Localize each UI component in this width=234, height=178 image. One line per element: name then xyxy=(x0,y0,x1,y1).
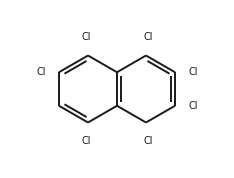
Text: Cl: Cl xyxy=(143,33,153,43)
Text: Cl: Cl xyxy=(81,135,91,145)
Text: Cl: Cl xyxy=(188,67,197,77)
Text: Cl: Cl xyxy=(37,67,46,77)
Text: Cl: Cl xyxy=(81,33,91,43)
Text: Cl: Cl xyxy=(143,135,153,145)
Text: Cl: Cl xyxy=(188,101,197,111)
